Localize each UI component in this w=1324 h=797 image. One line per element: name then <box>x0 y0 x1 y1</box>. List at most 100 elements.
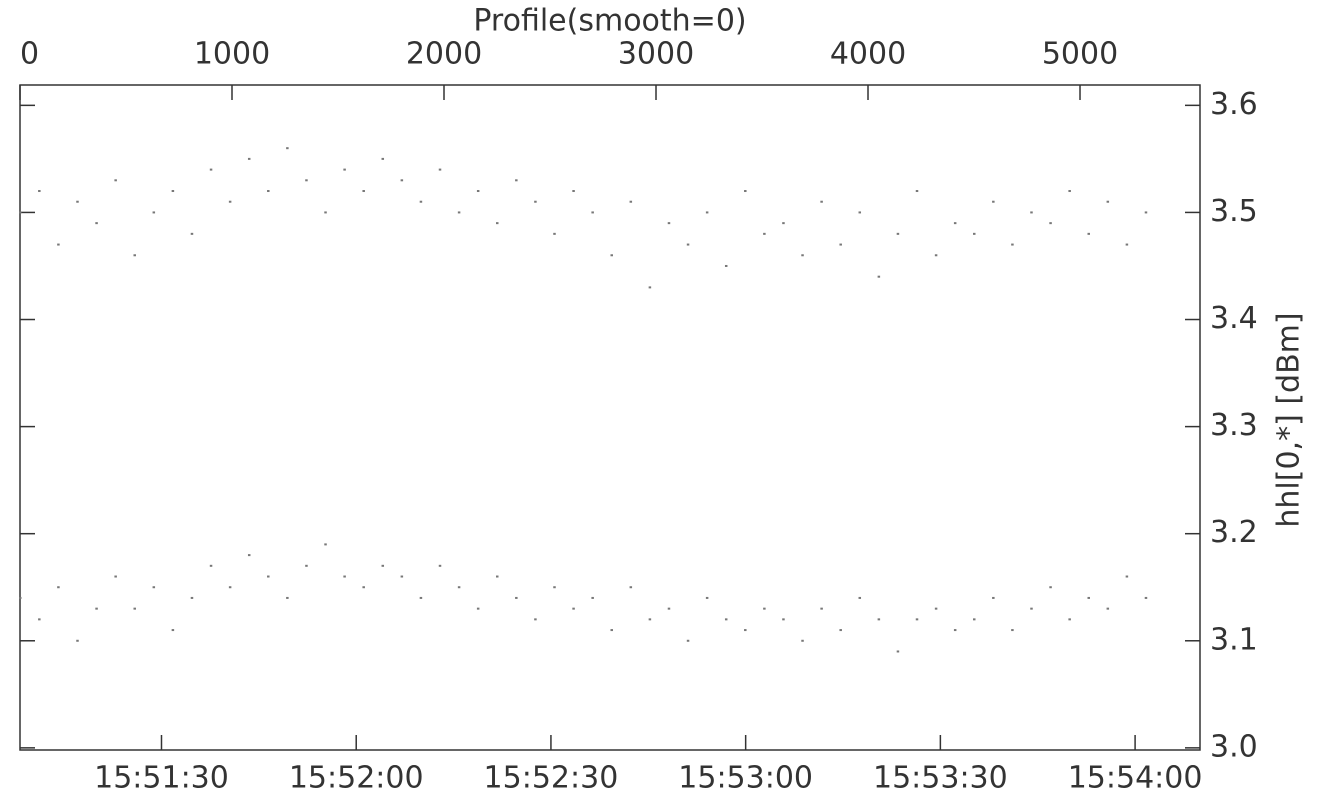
point <box>1106 607 1110 610</box>
x2-tick-label: 15:53:00 <box>678 761 813 796</box>
point <box>553 586 556 589</box>
point <box>305 564 308 567</box>
point <box>648 286 652 289</box>
point <box>553 232 556 235</box>
point <box>934 607 938 610</box>
point <box>667 222 671 225</box>
point <box>247 554 251 557</box>
point <box>362 586 365 589</box>
point <box>705 596 709 599</box>
point <box>133 607 136 610</box>
point <box>953 629 957 632</box>
point <box>38 618 41 621</box>
point <box>496 222 499 225</box>
point <box>400 179 404 182</box>
point <box>152 586 156 589</box>
point <box>362 190 365 193</box>
point <box>686 639 690 642</box>
point <box>782 222 785 225</box>
point <box>247 157 251 160</box>
point <box>744 190 747 193</box>
point <box>209 564 213 567</box>
point <box>629 200 633 203</box>
point <box>515 596 518 599</box>
point <box>572 190 575 193</box>
point <box>973 232 976 235</box>
point <box>190 232 194 235</box>
point <box>591 596 594 599</box>
point <box>896 650 900 653</box>
point <box>267 575 270 578</box>
point <box>1049 586 1052 589</box>
point <box>667 607 671 610</box>
point <box>534 200 537 203</box>
point <box>171 629 175 632</box>
x-tick-label: 5000 <box>1042 37 1118 72</box>
point <box>744 629 747 632</box>
x2-tick-label: 15:51:30 <box>94 761 229 796</box>
x-tick-label: 3000 <box>618 37 694 72</box>
point <box>1144 211 1148 214</box>
point <box>114 575 117 578</box>
x2-tick-label: 15:52:30 <box>484 761 619 796</box>
point <box>782 618 785 621</box>
point <box>286 147 289 150</box>
point <box>209 168 213 171</box>
point <box>839 629 842 632</box>
point <box>496 575 499 578</box>
point <box>228 586 232 589</box>
point <box>801 254 804 257</box>
point <box>190 596 194 599</box>
point <box>457 586 461 589</box>
point <box>286 596 289 599</box>
point <box>1125 575 1129 578</box>
point <box>114 179 117 182</box>
point <box>438 168 442 171</box>
point <box>228 200 232 203</box>
point <box>820 200 823 203</box>
x-tick-label: 1000 <box>194 37 270 72</box>
y-tick-label: 3.0 <box>1210 729 1258 764</box>
point <box>801 639 804 642</box>
point <box>763 607 766 610</box>
point <box>934 254 938 257</box>
x-tick-label: 0 <box>20 37 39 72</box>
chart-title: Profile(smooth=0) <box>473 4 746 39</box>
point <box>133 254 136 257</box>
point <box>19 211 22 214</box>
point <box>1011 243 1014 246</box>
point <box>438 564 442 567</box>
point <box>38 190 41 193</box>
point <box>1030 607 1033 610</box>
point <box>572 607 575 610</box>
y-tick-label: 3.3 <box>1210 408 1258 443</box>
y-tick-label: 3.1 <box>1210 622 1258 657</box>
point <box>629 586 633 589</box>
x2-tick-label: 15:52:00 <box>289 761 424 796</box>
point <box>763 232 766 235</box>
point <box>343 575 346 578</box>
point <box>858 596 862 599</box>
x-tick-label: 2000 <box>406 37 482 72</box>
point <box>400 575 404 578</box>
point <box>476 190 480 193</box>
point <box>57 243 60 246</box>
point <box>152 211 156 214</box>
point <box>839 243 842 246</box>
point <box>705 211 709 214</box>
point <box>324 543 327 546</box>
y-axis-label: hhl[0,*] [dBm] <box>1272 312 1307 527</box>
x-tick-label: 4000 <box>830 37 906 72</box>
point <box>324 211 327 214</box>
point <box>992 596 995 599</box>
point <box>76 200 79 203</box>
point <box>896 232 900 235</box>
point <box>1068 190 1071 193</box>
point <box>267 190 270 193</box>
point <box>953 222 957 225</box>
point <box>877 618 881 621</box>
point <box>534 618 537 621</box>
point <box>724 264 728 267</box>
